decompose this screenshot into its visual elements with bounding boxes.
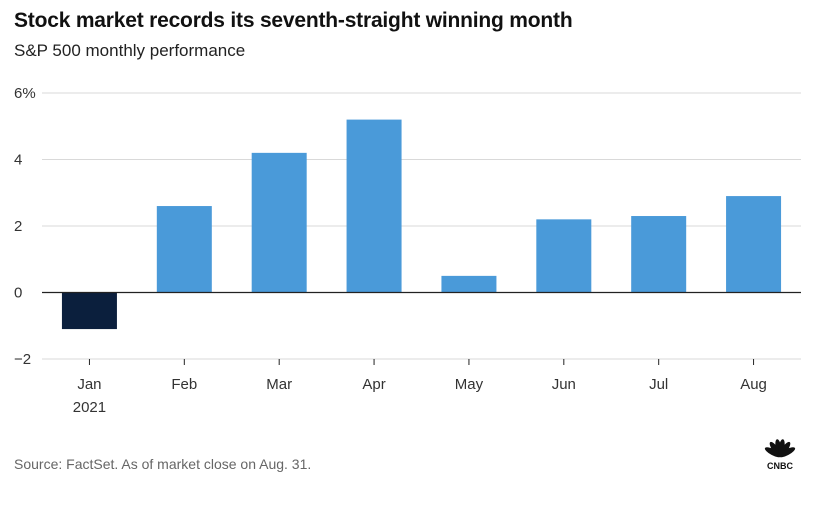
x-tick-label: May [455, 376, 484, 393]
bar-feb [156, 206, 212, 293]
bars [61, 119, 782, 330]
bar-aug [726, 196, 782, 293]
y-tick-label: 6% [14, 85, 36, 102]
y-tick-label: −2 [14, 351, 31, 368]
logo-wordmark: CNBC [767, 461, 793, 470]
y-tick-label: 2 [14, 218, 22, 235]
gridlines [42, 92, 801, 360]
chart-subtitle: S&P 500 monthly performance [14, 41, 246, 60]
bar-chart: −2 0 2 4 6% Jan 2021 Feb Mar Apr May Jun Jul Aug [14, 85, 801, 416]
y-tick-label: 4 [14, 152, 22, 169]
bar-jan [61, 292, 117, 330]
bar-apr [346, 119, 402, 293]
bar-jun [536, 219, 592, 293]
x-tick-label: Feb [171, 376, 197, 393]
axes: −2 0 2 4 6% Jan 2021 Feb Mar Apr May Jun Jul Aug [14, 85, 801, 416]
x-tick-sublabel: 2021 [73, 399, 106, 416]
y-tick-label: 0 [14, 285, 22, 302]
x-tick-label: Apr [362, 376, 385, 393]
bar-jul [631, 216, 687, 293]
bar-may [441, 275, 497, 293]
source-note: Source: FactSet. As of market close on A… [14, 456, 312, 472]
x-tick-label: Mar [266, 376, 292, 393]
bar-mar [251, 152, 307, 293]
cnbc-peacock-logo: CNBC [764, 439, 796, 470]
x-tick-label: Jul [649, 376, 668, 393]
x-tick-label: Jun [552, 376, 576, 393]
x-tick-label: Jan [77, 376, 101, 393]
x-tick-label: Aug [740, 376, 767, 393]
chart-title: Stock market records its seventh-straigh… [14, 9, 573, 32]
